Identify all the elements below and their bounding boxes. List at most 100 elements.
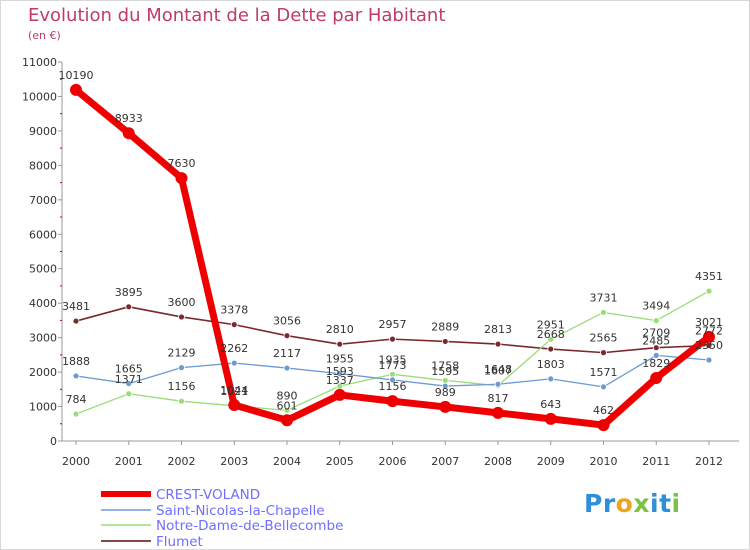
data-point [389,335,396,343]
data-point [175,172,188,185]
y-tick-label: 1000 [29,401,57,414]
data-point [600,349,607,357]
x-tick-label: 2007 [431,455,459,468]
data-label: 989 [435,386,456,399]
data-label: 2350 [695,339,723,352]
x-tick-label: 2011 [642,455,670,468]
data-label: 8933 [115,112,143,125]
x-tick-label: 2004 [273,455,301,468]
data-point [441,382,449,390]
data-point [441,338,449,345]
legend-item: CREST-VOLAND [101,487,260,503]
data-label: 1955 [326,353,354,366]
data-point [652,344,660,352]
x-tick-label: 2008 [484,455,512,468]
data-point [705,287,713,295]
logo-letter: t [659,489,672,518]
data-label: 3600 [168,296,196,309]
data-point [283,332,291,340]
data-label: 1773 [379,359,407,372]
data-label: 1888 [62,355,90,368]
data-label: 1156 [379,380,407,393]
data-point [600,383,607,391]
y-tick-label: 0 [50,435,57,448]
data-label: 1607 [484,365,512,378]
data-point [703,330,715,343]
logo-letter: i [671,489,681,518]
data-point [652,317,660,325]
data-point [72,410,80,418]
data-label: 1665 [115,363,143,376]
data-label: 3494 [642,300,670,313]
data-point [389,376,396,384]
data-label: 3895 [115,286,143,299]
data-label: 10190 [59,69,94,82]
data-point [283,364,291,372]
data-label: 3731 [590,291,618,304]
data-label: 784 [66,393,87,406]
data-point [72,372,80,380]
data-label: 1156 [168,380,196,393]
data-point [705,356,713,364]
data-label: 1803 [537,358,565,371]
series-3 [72,303,713,357]
y-tick-label: 9000 [29,125,57,138]
data-point [439,400,452,413]
data-label: 2129 [168,347,196,360]
data-point [492,406,504,419]
x-tick-label: 2002 [168,455,196,468]
data-label: 2565 [590,332,618,345]
series-1 [72,351,713,391]
legend-label: CREST-VOLAND [156,487,260,503]
data-point [333,388,346,401]
data-label: 1758 [431,359,459,372]
data-label: 7630 [168,157,196,170]
data-label: 3378 [220,304,248,317]
data-point [228,399,241,412]
logo-letter: P [584,489,603,518]
data-label: 643 [540,398,561,411]
data-label: 2485 [642,334,670,347]
data-point [600,309,607,316]
data-point [178,313,185,321]
data-label: 1593 [326,365,354,378]
data-point [230,359,238,367]
data-point [122,127,135,140]
y-tick-label: 8000 [29,159,57,172]
data-label: 1595 [431,365,459,378]
logo-letter: r [602,489,616,518]
legend-label: Flumet [156,534,203,550]
logo-letter: i [650,489,660,518]
x-tick-label: 2006 [379,455,407,468]
data-label: 1021 [220,385,248,398]
data-label: 1337 [326,374,354,387]
data-point [547,375,555,383]
x-tick-label: 2000 [62,455,90,468]
data-point [494,340,502,348]
data-label: 3481 [62,300,90,313]
chart-title: Evolution du Montant de la Dette par Hab… [28,5,446,26]
x-tick-label: 2010 [590,455,618,468]
data-point [125,380,133,388]
data-label: 890 [277,389,298,402]
data-label: 2889 [431,320,459,333]
data-label: 2957 [379,318,407,331]
legend-item: Saint-Nicolas-la-Chapelle [101,503,325,519]
data-point [178,364,185,372]
data-label: 601 [277,399,298,412]
data-point [652,351,660,359]
data-point [72,317,80,325]
data-point [547,345,555,353]
data-point [283,406,291,414]
data-point [281,414,293,427]
data-label: 3056 [273,315,301,328]
data-label: 2262 [220,342,248,355]
x-tick-label: 2012 [695,455,723,468]
y-tick-label: 3000 [29,332,57,345]
data-point [547,335,555,343]
y-tick-label: 11000 [22,56,57,69]
y-tick-label: 5000 [29,263,57,276]
data-point [386,395,399,408]
logo-letter: o [615,489,634,518]
